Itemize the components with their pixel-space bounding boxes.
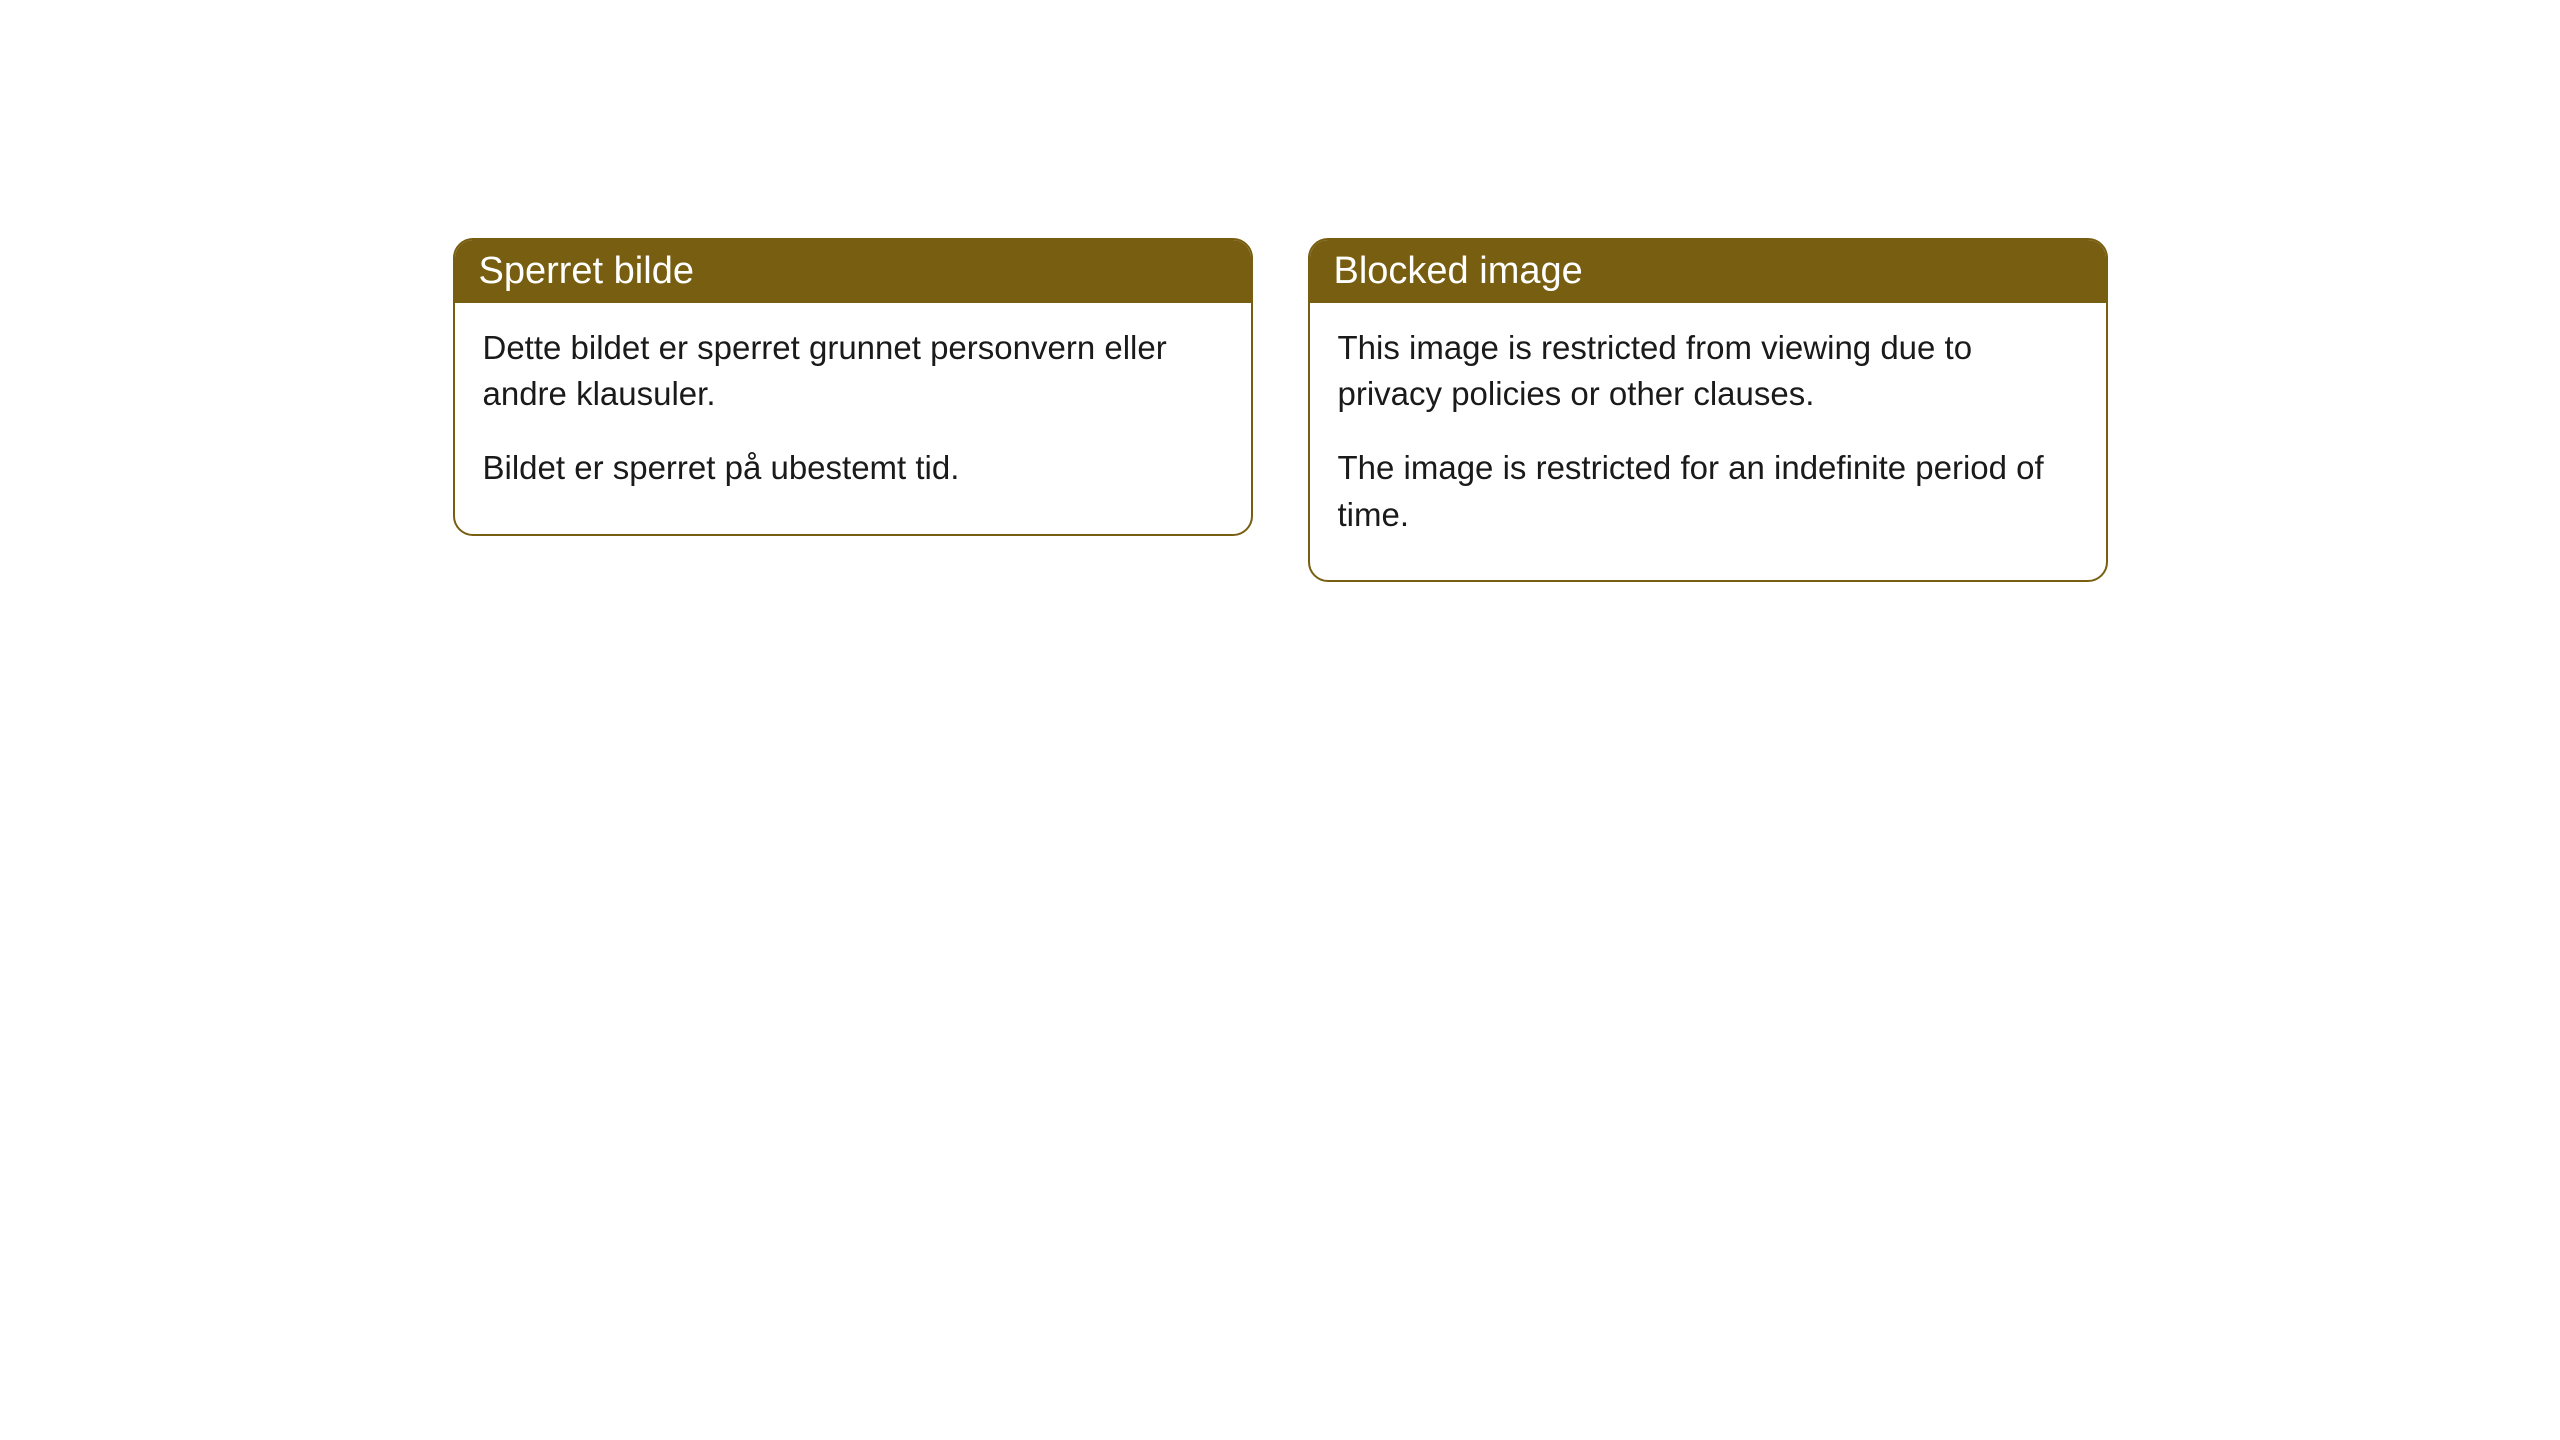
card-paragraph: The image is restricted for an indefinit… — [1338, 445, 2078, 537]
card-title: Blocked image — [1334, 250, 1583, 292]
notice-card-english: Blocked image This image is restricted f… — [1308, 238, 2108, 582]
notice-cards-container: Sperret bilde Dette bildet er sperret gr… — [453, 238, 2108, 1440]
card-paragraph: Bildet er sperret på ubestemt tid. — [483, 445, 1223, 491]
card-title: Sperret bilde — [479, 250, 694, 292]
card-body: This image is restricted from viewing du… — [1310, 303, 2106, 580]
card-paragraph: Dette bildet er sperret grunnet personve… — [483, 325, 1223, 417]
card-header: Blocked image — [1310, 240, 2106, 303]
card-header: Sperret bilde — [455, 240, 1251, 303]
card-body: Dette bildet er sperret grunnet personve… — [455, 303, 1251, 534]
card-paragraph: This image is restricted from viewing du… — [1338, 325, 2078, 417]
notice-card-norwegian: Sperret bilde Dette bildet er sperret gr… — [453, 238, 1253, 536]
